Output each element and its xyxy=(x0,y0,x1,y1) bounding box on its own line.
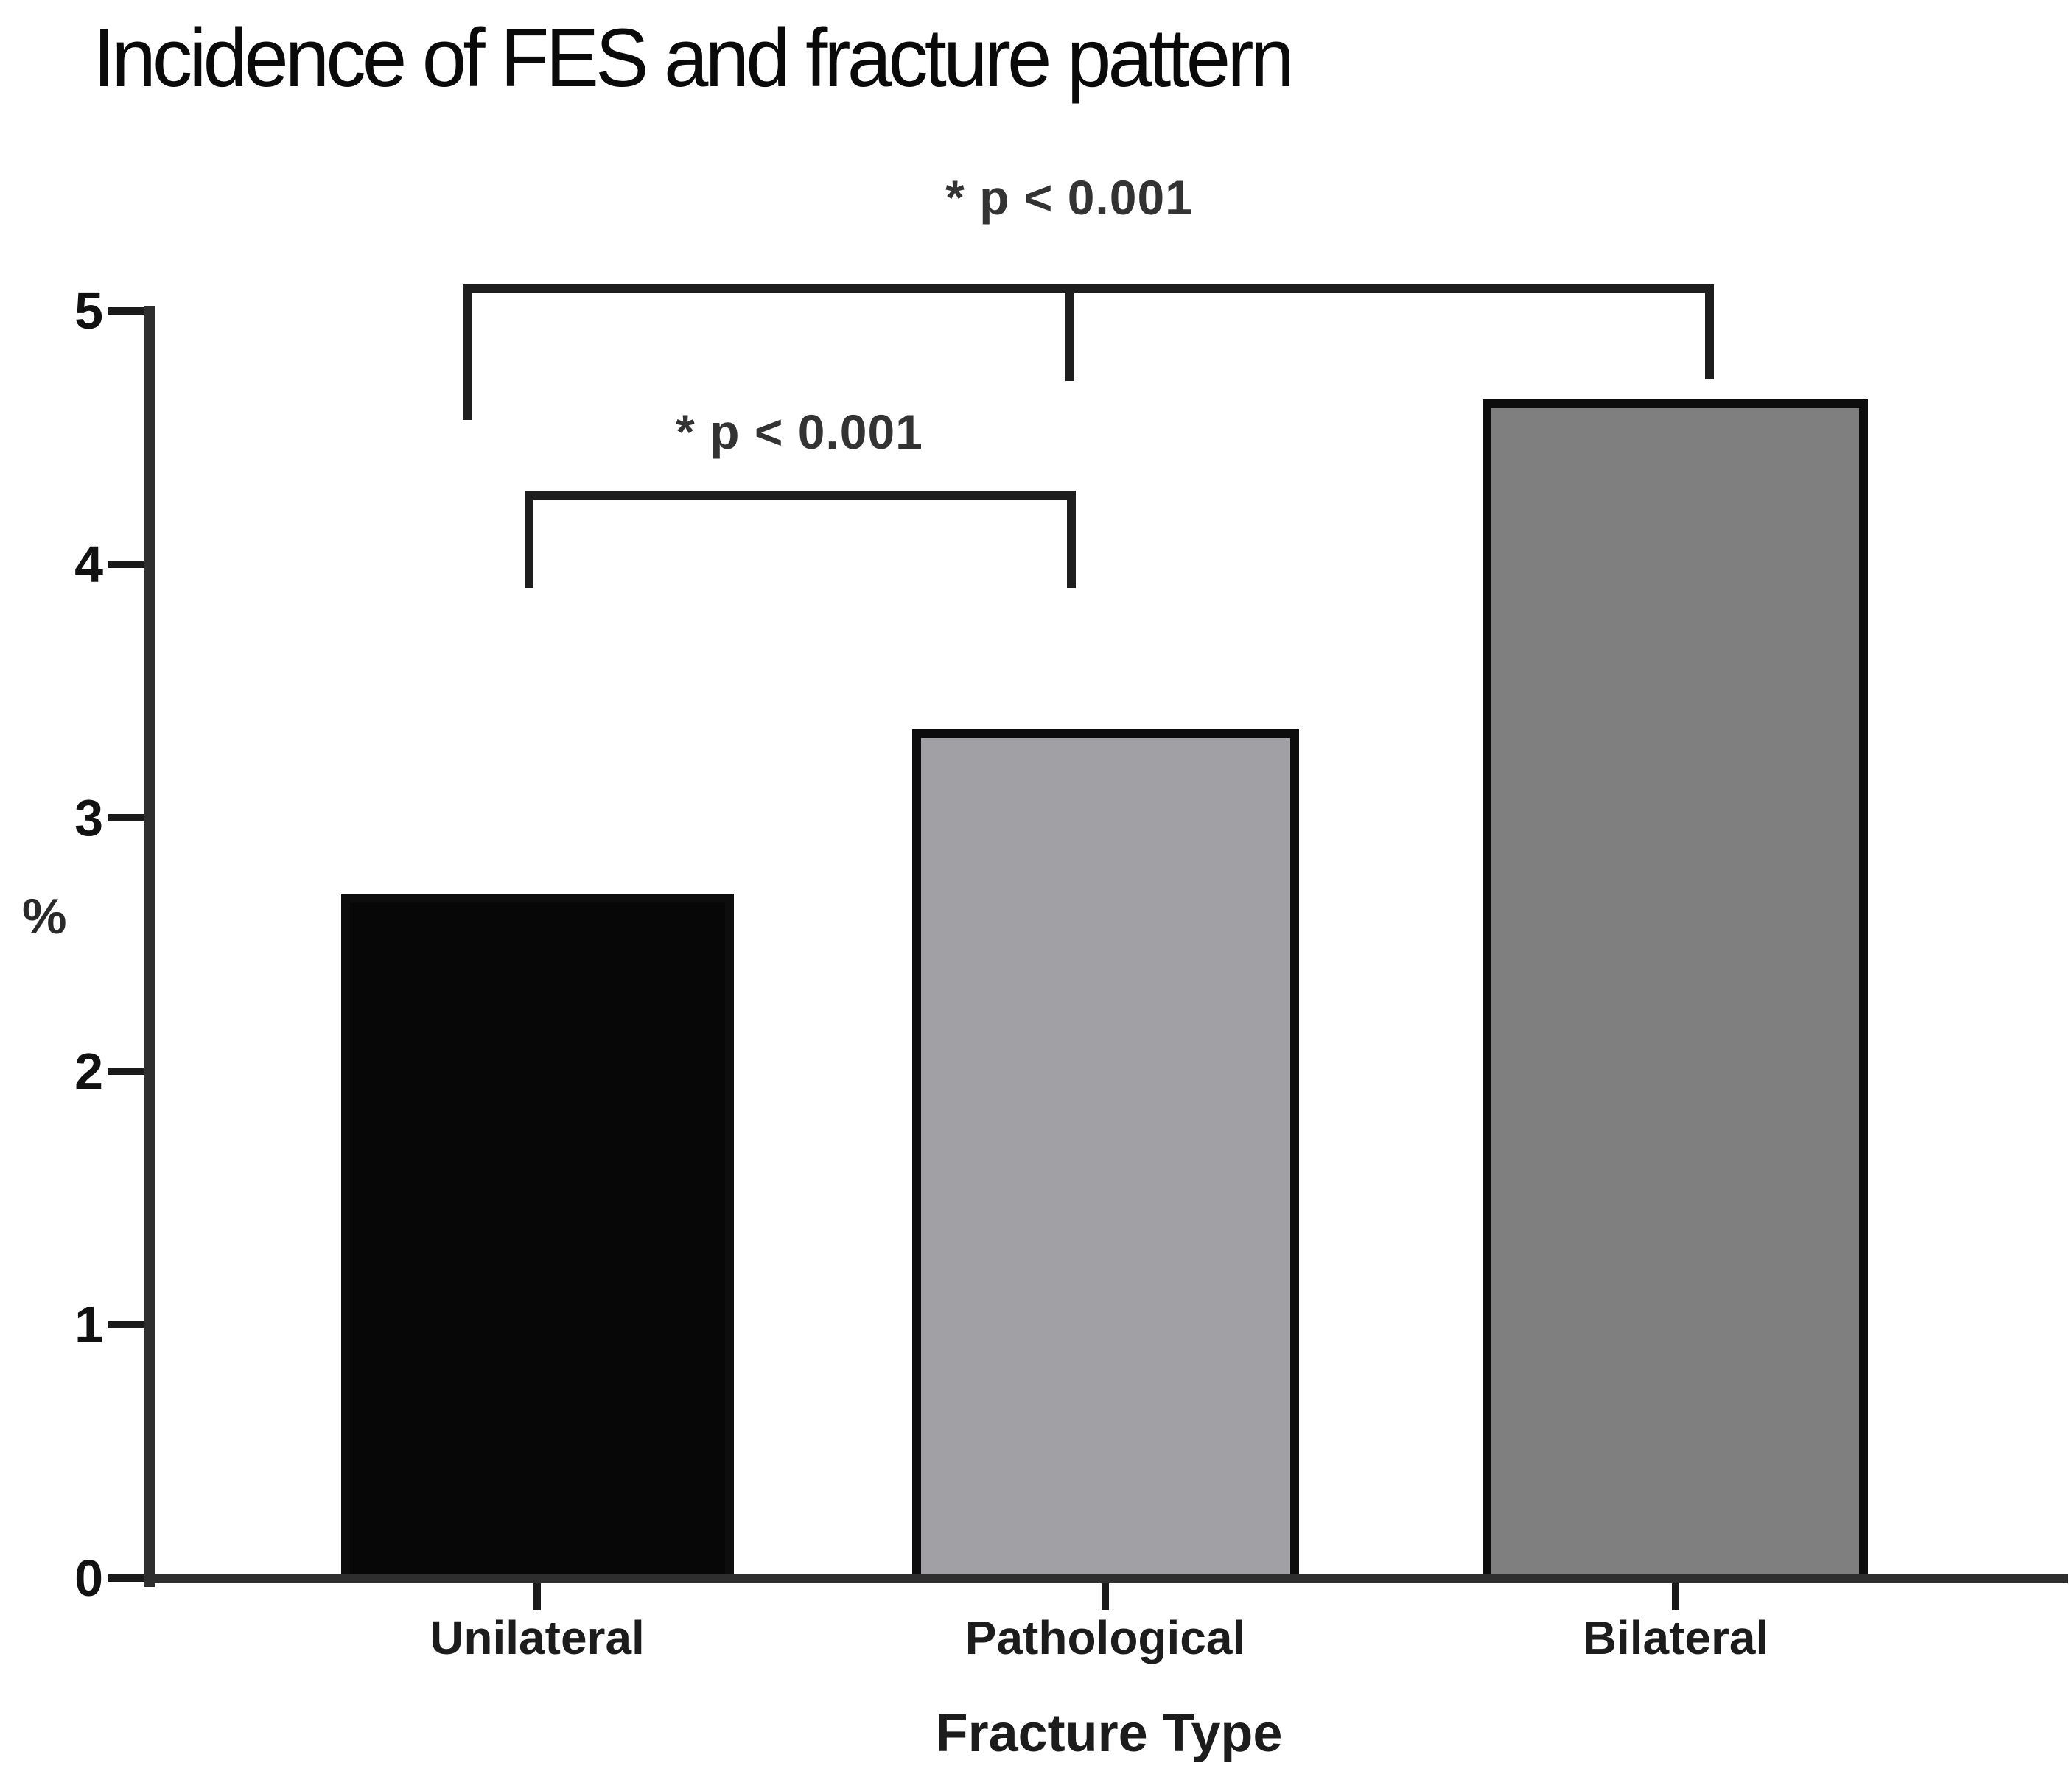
x-axis-tick-unilateral xyxy=(533,1583,541,1610)
bar-pathological xyxy=(912,729,1299,1583)
x-axis-title: Fracture Type xyxy=(935,1704,1283,1763)
significance-label-inner: * p < 0.001 xyxy=(676,404,923,459)
x-axis-tick-pathological xyxy=(1102,1583,1109,1610)
y-axis-tick-label-1: 1 xyxy=(74,1296,103,1353)
x-axis-line xyxy=(144,1574,2068,1583)
y-axis-tick-3 xyxy=(108,814,150,821)
significance-bracket-inner-right-leg xyxy=(1067,491,1076,588)
x-axis-category-label-bilateral: Bilateral xyxy=(1582,1611,1769,1664)
bar-bilateral xyxy=(1483,399,1868,1583)
y-axis-tick-label-3: 3 xyxy=(74,789,103,847)
significance-bracket-inner-left-leg xyxy=(525,491,533,588)
x-axis-category-label-unilateral: Unilateral xyxy=(430,1611,645,1664)
y-axis-tick-label-2: 2 xyxy=(74,1042,103,1100)
chart-title: Incidence of FES and fracture pattern xyxy=(93,12,1295,104)
y-axis-tick-0 xyxy=(108,1574,150,1582)
x-axis-category-label-pathological: Pathological xyxy=(965,1611,1246,1664)
significance-label-outer: * p < 0.001 xyxy=(945,170,1193,225)
bar-unilateral xyxy=(341,894,734,1583)
y-axis-tick-2 xyxy=(108,1068,150,1075)
significance-bracket-outer-horizontal xyxy=(463,284,1714,293)
significance-bracket-outer-left-leg xyxy=(463,284,472,420)
x-axis-tick-bilateral xyxy=(1672,1583,1679,1610)
y-axis-line xyxy=(144,306,155,1587)
significance-bracket-outer-right-leg xyxy=(1705,284,1714,379)
y-axis-tick-label-5: 5 xyxy=(74,282,103,340)
y-axis-tick-4 xyxy=(108,561,150,568)
y-axis-tick-label-4: 4 xyxy=(74,536,103,593)
y-axis-title: % xyxy=(22,889,67,944)
y-axis-tick-1 xyxy=(108,1321,150,1328)
significance-bracket-inner-horizontal xyxy=(525,491,1076,500)
y-axis-tick-5 xyxy=(108,307,150,315)
significance-bracket-outer-middle-tick xyxy=(1065,284,1074,381)
y-axis-tick-label-0: 0 xyxy=(74,1549,103,1607)
